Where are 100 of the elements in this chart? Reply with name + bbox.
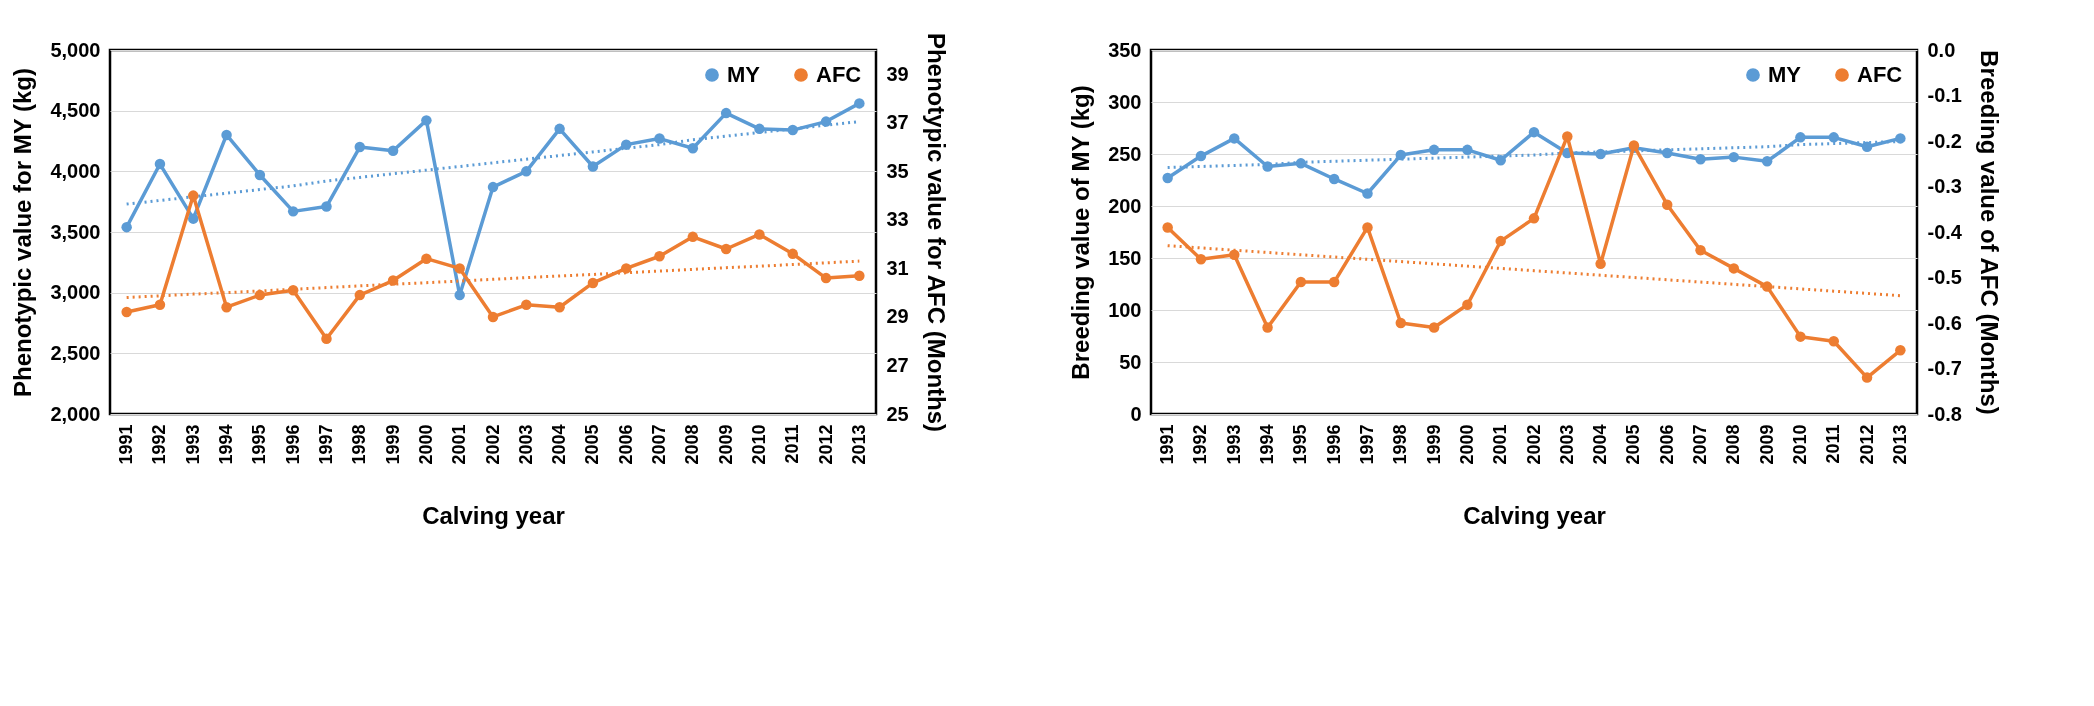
point: [1295, 158, 1307, 169]
point: [587, 277, 599, 289]
point: [1328, 173, 1340, 185]
x-axis-title: Calving year: [1463, 501, 1606, 529]
point: [1828, 335, 1839, 347]
y-tick-label: 2,500: [50, 341, 101, 364]
x-tick-label: 1995: [1290, 424, 1311, 465]
x-tick-label: 1992: [149, 424, 170, 465]
point: [1695, 244, 1706, 256]
x-tick-label: 2001: [449, 424, 470, 465]
x-tick-label: 1991: [116, 424, 137, 465]
x-tick-label: 2004: [549, 424, 570, 465]
y2-tick-label: -0.6: [1927, 311, 1962, 334]
point: [1428, 322, 1440, 333]
x-tick-label: 2007: [1690, 424, 1711, 465]
point: [1395, 149, 1407, 161]
point: [720, 107, 732, 119]
point: [487, 311, 499, 323]
point: [421, 253, 432, 264]
x-tick-label: 1992: [1190, 424, 1211, 465]
point: [1162, 222, 1173, 233]
y-tick-label: 3,500: [50, 220, 101, 243]
point: [521, 166, 532, 177]
x-tick-label: 2007: [649, 424, 670, 465]
point: [687, 143, 699, 154]
point: [354, 141, 366, 153]
y2-tick-label: -0.4: [1927, 220, 1963, 243]
y-tick-label: 100: [1108, 298, 1142, 321]
point: [1229, 249, 1240, 260]
x-tick-label: 2005: [582, 424, 603, 465]
point: [1595, 148, 1606, 160]
point: [1895, 345, 1906, 356]
y-tick-label: 50: [1119, 350, 1142, 373]
point: [1362, 222, 1373, 233]
y2-tick-label: 37: [886, 111, 909, 134]
y-tick-label: 4,500: [50, 99, 101, 122]
point: [1495, 155, 1506, 166]
y2-tick-label: 0.0: [1927, 38, 1956, 61]
y-tick-label: 2,000: [50, 402, 101, 425]
point: [620, 139, 632, 150]
x-tick-label: 2006: [615, 424, 636, 465]
point: [354, 289, 366, 301]
point: [387, 145, 399, 156]
point: [1661, 147, 1673, 159]
y2-tick-label: 35: [886, 159, 909, 182]
point: [654, 133, 665, 144]
point: [754, 229, 765, 240]
x-tick-label: 2002: [482, 424, 503, 465]
y2-tick-label: 33: [886, 208, 909, 231]
x-tick-label: 2011: [1823, 424, 1844, 464]
y-tick-label: 5,000: [50, 38, 101, 61]
point: [687, 231, 699, 243]
point: [1761, 281, 1773, 292]
x-tick-label: 1993: [182, 424, 203, 465]
y-axis-title: Breeding value of MY (kg): [1067, 85, 1095, 380]
y2-tick-label: 25: [886, 402, 909, 425]
legend-label: MY: [727, 62, 761, 87]
point: [1462, 144, 1473, 156]
point: [854, 270, 865, 281]
point: [720, 243, 732, 255]
y2-axis-title: Breeding value of AFC (Months): [1975, 50, 2003, 415]
y-tick-label: 3,000: [50, 281, 101, 304]
y2-tick-label: 39: [886, 62, 909, 85]
x-tick-label: 1999: [382, 424, 403, 465]
x-tick-label: 2000: [415, 424, 436, 465]
point: [554, 123, 565, 135]
y-tick-label: 4,000: [50, 159, 101, 182]
point: [1428, 144, 1440, 156]
y-tick-label: 0: [1130, 402, 1142, 425]
point: [454, 263, 465, 274]
point: [1795, 132, 1806, 143]
point: [1861, 141, 1873, 152]
point: [221, 129, 232, 141]
point: [521, 299, 532, 311]
x-tick-label: 2001: [1490, 424, 1511, 465]
point: [254, 169, 266, 181]
point: [554, 301, 565, 313]
x-tick-label: 2004: [1590, 424, 1611, 465]
x-tick-label: 1996: [282, 424, 303, 465]
point: [654, 251, 665, 262]
x-tick-label: 1998: [1390, 424, 1411, 465]
point: [1462, 299, 1473, 311]
legend-label: MY: [1768, 62, 1802, 87]
y-axis-title: Phenotypic value for MY (kg): [9, 68, 37, 397]
x-tick-label: 2012: [1856, 424, 1877, 465]
point: [1495, 235, 1506, 247]
point: [1262, 322, 1273, 333]
point: [254, 289, 266, 301]
point: [1861, 372, 1873, 383]
y2-tick-label: -0.3: [1927, 175, 1962, 197]
point: [1262, 161, 1273, 172]
point: [1328, 276, 1340, 288]
point: [854, 98, 865, 109]
x-tick-label: 2003: [1556, 424, 1577, 465]
x-tick-label: 2012: [815, 424, 836, 465]
point: [1528, 126, 1540, 138]
point: [1195, 254, 1207, 265]
y-tick-label: 150: [1108, 246, 1142, 269]
y-tick-label: 300: [1108, 90, 1142, 113]
x-tick-label: 2008: [682, 424, 703, 465]
